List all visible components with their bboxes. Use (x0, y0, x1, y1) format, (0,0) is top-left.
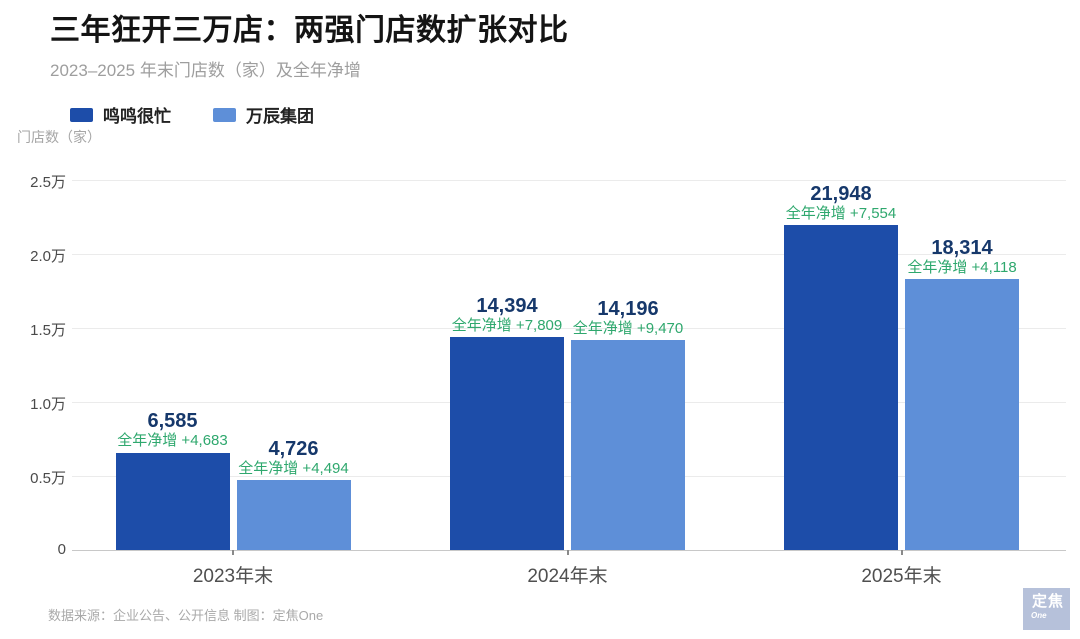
bar-increase-annotation: 全年净增 +7,554 (785, 204, 897, 222)
bar-series2-group2: 14,196 全年净增 +9,470 (571, 298, 685, 550)
bar-label: 21,948 全年净增 +7,554 (786, 183, 896, 222)
gridline (72, 401, 1066, 403)
bar-increase-annotation: 全年净增 +4,118 (907, 258, 1017, 276)
bar-value: 14,196 (597, 297, 659, 320)
bar-series1-group2: 14,394 全年净增 +7,809 (450, 295, 564, 550)
y-tick-label: 0 (57, 541, 66, 558)
bar-label: 4,726 全年净增 +4,494 (238, 438, 348, 477)
page-subtitle: 2023–2025 年末门店数（家）及全年净增 (50, 61, 361, 80)
bar-increase-annotation: 全年净增 +4,494 (238, 459, 349, 477)
bar-series1-group1: 6,585 全年净增 +4,683 (115, 410, 230, 550)
x-category-label: 2025年末 (861, 566, 942, 587)
y-tick-label: 0.5万 (30, 470, 66, 487)
y-tick-label: 2.5万 (30, 174, 66, 191)
bar-label: 18,314 全年净增 +4,118 (907, 237, 1016, 276)
bar-series2-group3: 18,314 全年净增 +4,118 (905, 237, 1019, 550)
bar-increase-annotation: 全年净增 +7,809 (451, 316, 563, 334)
bar-value: 6,585 (147, 410, 198, 433)
brand-logo-title: 定焦 (1031, 593, 1064, 610)
data-source-note: 数据来源：企业公告、公开信息 制图：定焦One (48, 608, 324, 623)
bar-label: 14,196 全年净增 +9,470 (573, 298, 683, 337)
y-tick-label: 2.0万 (30, 248, 66, 265)
gridline (72, 253, 1066, 255)
bar-value: 21,948 (810, 182, 872, 205)
x-tick-mark (232, 550, 234, 555)
legend-label: 万辰集团 (246, 107, 314, 126)
page-title: 三年狂开三万店：两强门店数扩张对比 (50, 14, 569, 47)
y-tick-label: 1.5万 (30, 322, 66, 339)
gridline (72, 179, 1066, 181)
x-axis-line (72, 549, 1066, 551)
bar-value: 18,314 (931, 236, 993, 259)
bar-increase-annotation: 全年净增 +9,470 (572, 319, 684, 337)
x-tick-mark (566, 550, 569, 555)
legend: 鸣鸣很忙 万辰集团 (70, 102, 314, 127)
legend-label: 鸣鸣很忙 (103, 107, 171, 126)
x-category-label: 2023年末 (192, 566, 274, 587)
gridline (72, 475, 1066, 477)
bar-value: 14,394 (476, 294, 538, 317)
bar-label: 6,585 全年净增 +4,683 (117, 410, 227, 449)
legend-swatch-dark (70, 107, 93, 122)
brand-logo: 定焦 One (1023, 588, 1070, 630)
y-tick-label: 1.0万 (30, 396, 66, 413)
bar-label: 14,394 全年净增 +7,809 (452, 295, 562, 334)
y-axis-title: 门店数（家） (17, 129, 101, 145)
legend-item-wanchen: 万辰集团 (213, 102, 314, 127)
bar-value: 4,726 (268, 437, 319, 460)
legend-item-mingming: 鸣鸣很忙 (70, 102, 171, 127)
bar-series1-group3: 21,948 全年净增 +7,554 (784, 183, 898, 550)
x-tick-mark (900, 550, 903, 555)
brand-logo-subtitle: One (1031, 610, 1047, 620)
gridline (72, 327, 1066, 329)
bar-increase-annotation: 全年净增 +4,683 (117, 432, 228, 450)
bar-series2-group1: 4,726 全年净增 +4,494 (236, 438, 351, 550)
x-category-label: 2024年末 (527, 566, 608, 587)
legend-swatch-light (213, 107, 236, 122)
